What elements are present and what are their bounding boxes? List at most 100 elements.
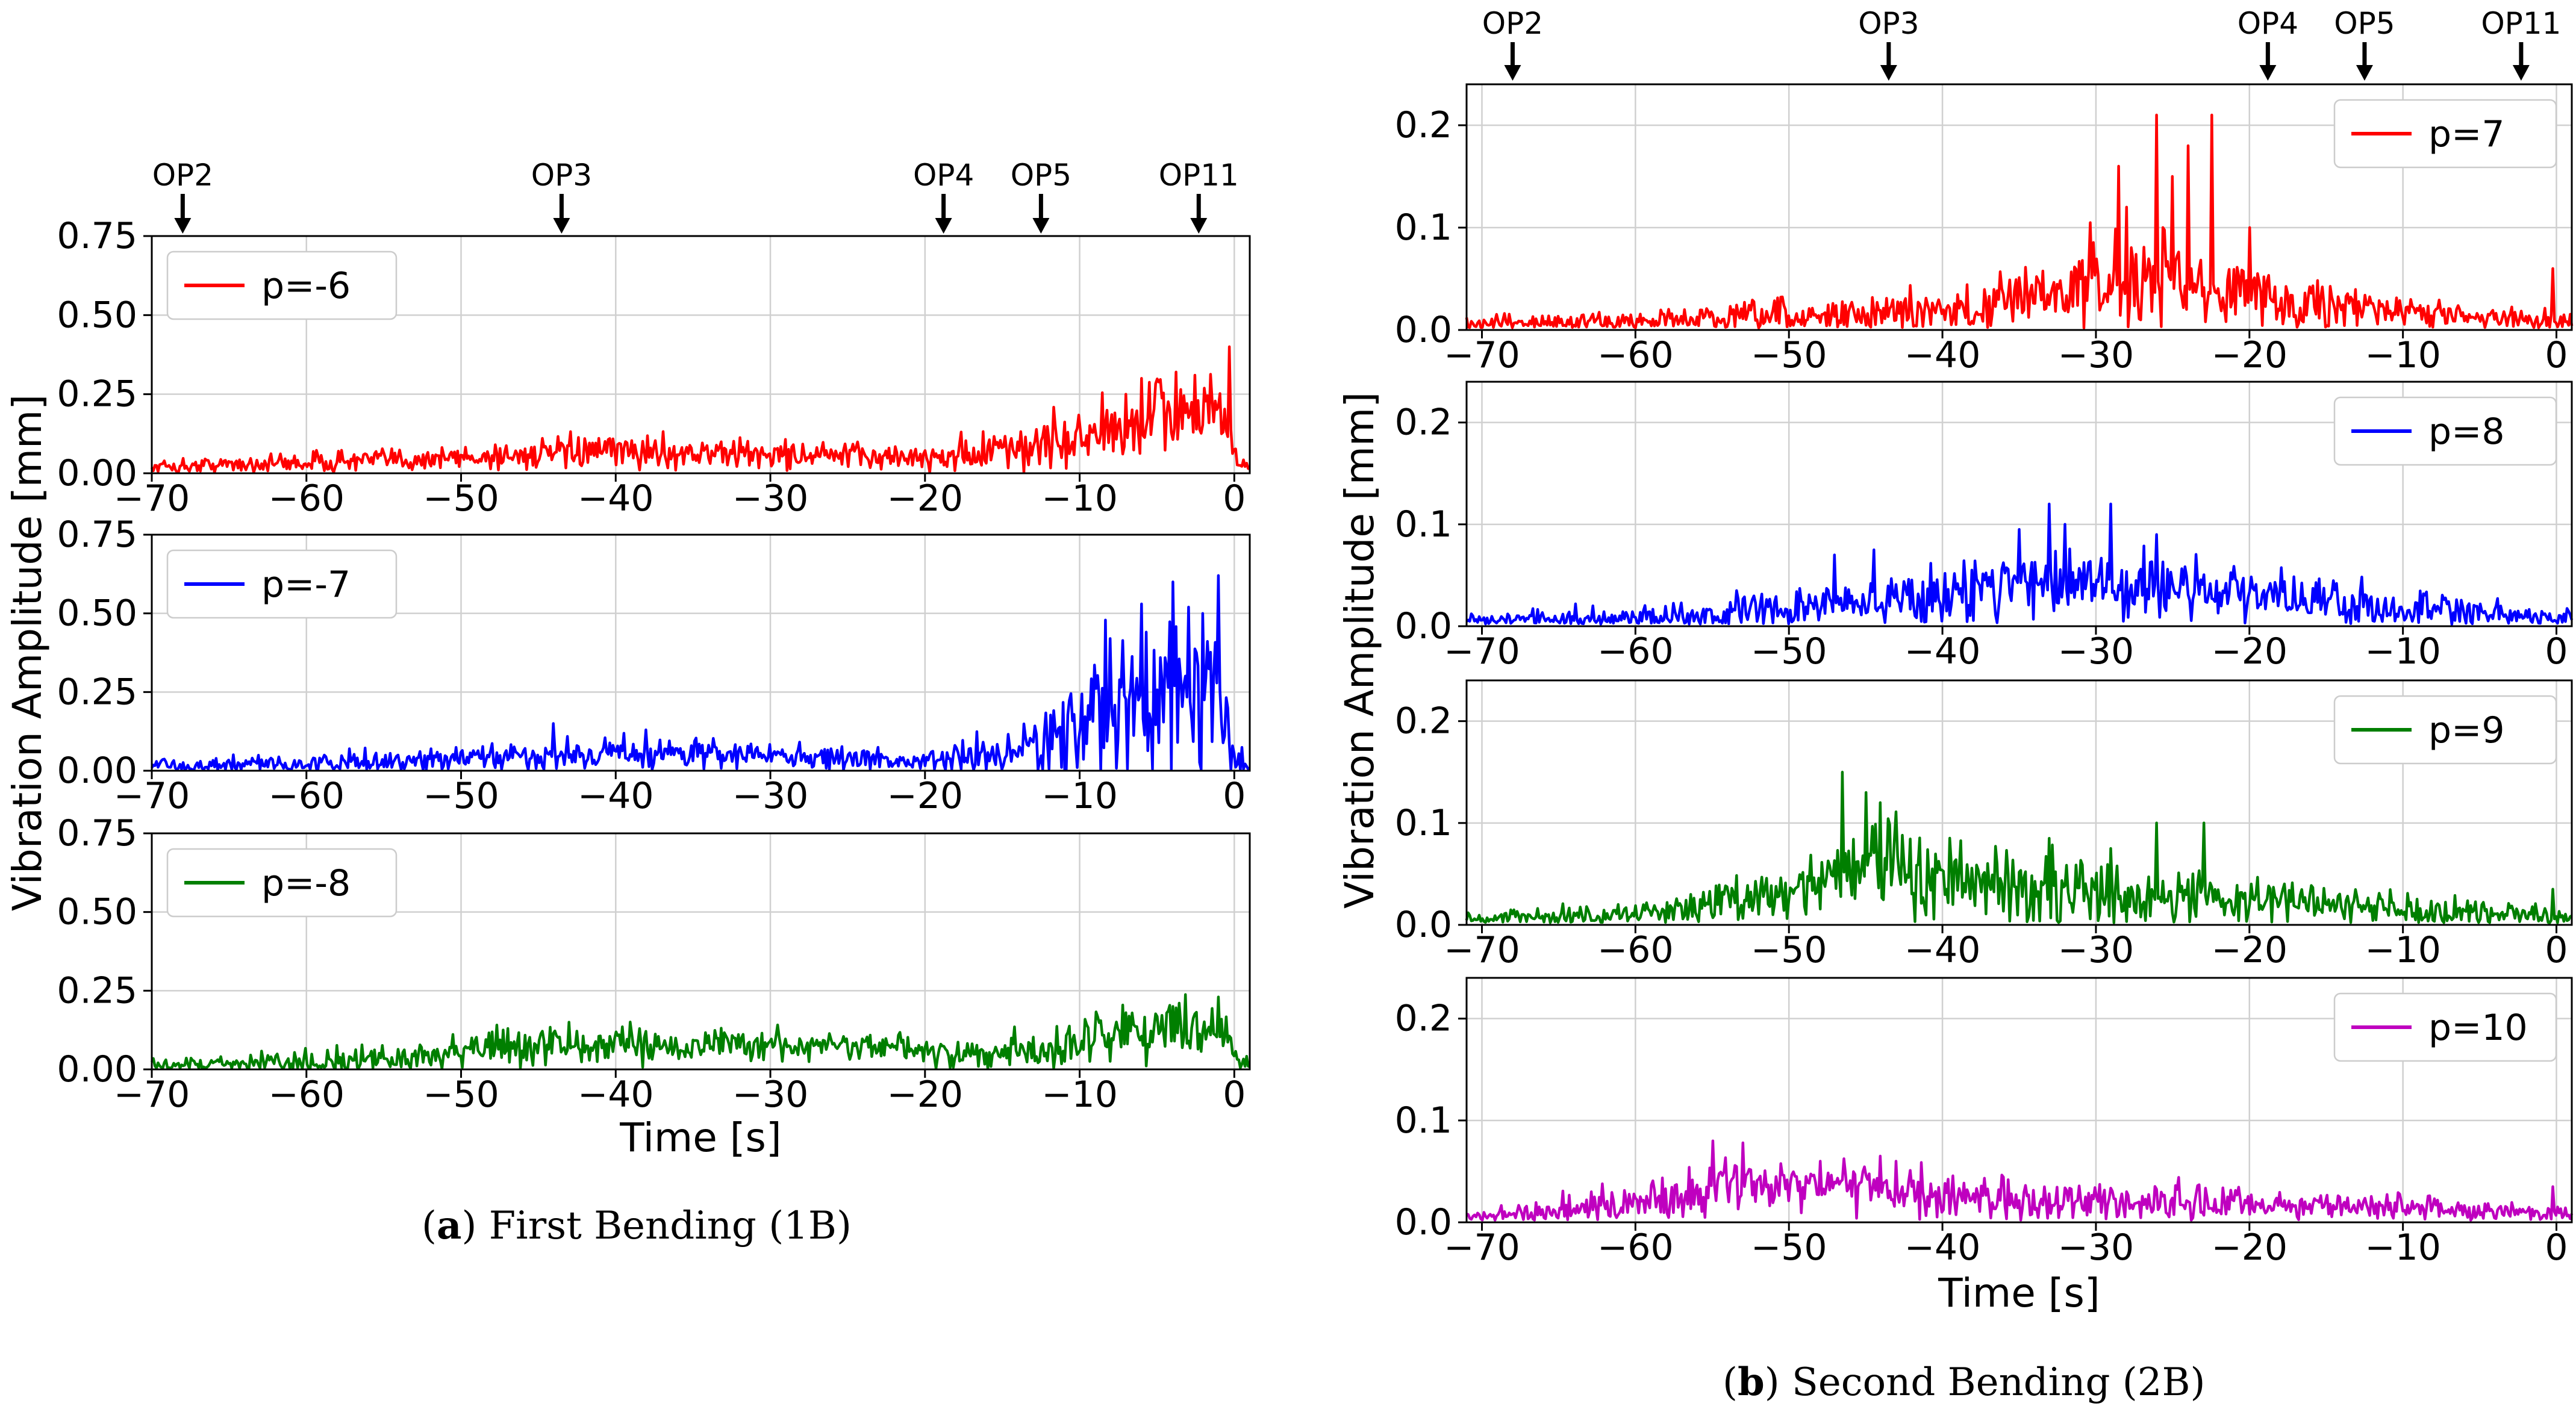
op-arrowhead-OP4 xyxy=(935,218,952,234)
legend-box xyxy=(2333,695,2557,765)
xtick-label: −50 xyxy=(1751,334,1827,376)
chart-b: OP2 OP3 OP4 OP5 OP11 0.0 0.1 0.2 −70 −60 −50 −40 −30… xyxy=(1336,6,2574,1316)
xtick-label: −60 xyxy=(268,1074,345,1116)
y-axis-label: Vibration Amplitude [mm] xyxy=(1336,392,1383,909)
xtick-label: −70 xyxy=(114,1074,190,1116)
xtick-label: −30 xyxy=(2058,929,2135,971)
xtick-label: −20 xyxy=(2211,1227,2288,1269)
ytick-label: 0.75 xyxy=(57,514,137,556)
caption-b: (b) Second Bending (2B) xyxy=(1723,1360,2206,1405)
ytick-label: 0.1 xyxy=(1395,1099,1452,1142)
legend-label: p=7 xyxy=(2428,113,2505,155)
panel-p=-8: 0.00 0.25 0.50 0.75 −70 −60 −50 −40 −30 −20 −10 0 p=… xyxy=(57,812,1251,1116)
ytick-label: 0.00 xyxy=(57,452,137,494)
legend-p=9: p=9 xyxy=(2333,695,2557,765)
op-label-OP11: OP11 xyxy=(2481,6,2561,41)
xtick-label: −20 xyxy=(887,1074,963,1116)
op-arrowhead-OP5 xyxy=(2356,65,2373,81)
op-label-OP3: OP3 xyxy=(1858,6,1919,41)
xtick-label: −30 xyxy=(2058,630,2135,673)
op-label-OP2: OP2 xyxy=(152,158,213,193)
axes-frame xyxy=(151,235,1251,474)
panel-p=-7: 0.00 0.25 0.50 0.75 −70 −60 −50 −40 −30 −20 −10 0 p=… xyxy=(57,514,1251,817)
legend-p=10: p=10 xyxy=(2333,992,2557,1062)
y-axis-label: Vibration Amplitude [mm] xyxy=(4,394,51,911)
xtick-label: −60 xyxy=(268,775,345,817)
panel-p=7: 0.0 0.1 0.2 −70 −60 −50 −40 −30 −20 −10 0 p=7 xyxy=(1395,83,2574,376)
xtick-label: −70 xyxy=(114,477,190,520)
legend-p=-8: p=-8 xyxy=(166,848,398,918)
ytick-label: 0.0 xyxy=(1395,309,1452,351)
ytick-label: 0.75 xyxy=(57,215,137,257)
panel-p=8: 0.0 0.1 0.2 −70 −60 −50 −40 −30 −20 −10 0 p=8 xyxy=(1395,381,2574,673)
x-axis-label: Time [s] xyxy=(1938,1270,2100,1316)
xtick-label: −10 xyxy=(2365,929,2441,971)
xtick-label: −60 xyxy=(1597,1227,1674,1269)
xtick-label: −40 xyxy=(578,477,654,520)
axes-frame xyxy=(1465,381,2573,627)
xtick-label: −50 xyxy=(423,775,499,817)
legend-label: p=-8 xyxy=(261,862,351,904)
ytick-label: 0.25 xyxy=(57,671,137,713)
xtick-label: −40 xyxy=(578,775,654,817)
ytick-label: 0.75 xyxy=(57,812,137,854)
legend-box xyxy=(2333,992,2557,1062)
axes-frame xyxy=(1465,977,2573,1224)
series-line-p=-8 xyxy=(150,993,1250,1071)
op-arrowhead-OP2 xyxy=(1504,65,1521,81)
xtick-label: −50 xyxy=(423,477,499,520)
xtick-label: −40 xyxy=(578,1074,654,1116)
ytick-label: 0.1 xyxy=(1395,503,1452,546)
series-line-p=-7 xyxy=(151,574,1251,772)
axes-frame xyxy=(1465,83,2573,331)
xtick-label: −70 xyxy=(1444,334,1520,376)
xtick-label: −40 xyxy=(1904,630,1981,673)
xtick-label: −50 xyxy=(423,1074,499,1116)
op-arrowhead-OP3 xyxy=(553,218,570,234)
xtick-label: −70 xyxy=(1444,929,1520,971)
xtick-label: −30 xyxy=(2058,1227,2135,1269)
xtick-label: 0 xyxy=(2545,1227,2568,1269)
xtick-label: −10 xyxy=(1041,775,1118,817)
legend-label: p=-7 xyxy=(261,564,351,606)
ytick-label: 0.00 xyxy=(57,1048,137,1090)
series-line-p=7 xyxy=(1465,113,2574,329)
legend-label: p=9 xyxy=(2428,709,2505,751)
panel-p=-6: 0.00 0.25 0.50 0.75 −70 −60 −50 −40 −30 −20 −10 0 p=… xyxy=(57,215,1251,520)
xtick-label: −30 xyxy=(2058,334,2135,376)
series-line-p=10 xyxy=(1466,1139,2574,1222)
op-arrowhead-OP3 xyxy=(1880,65,1897,81)
xtick-label: 0 xyxy=(1223,477,1246,520)
legend-p=7: p=7 xyxy=(2333,99,2557,169)
series-line-p=8 xyxy=(1465,502,2574,626)
legend-box xyxy=(166,250,398,320)
xtick-label: −20 xyxy=(2211,929,2288,971)
ytick-label: 0.50 xyxy=(57,891,137,933)
legend-p=8: p=8 xyxy=(2333,396,2557,466)
legend-label: p=10 xyxy=(2428,1007,2528,1049)
ytick-label: 0.25 xyxy=(57,373,137,415)
xtick-label: 0 xyxy=(2545,929,2568,971)
legend-box xyxy=(166,848,398,918)
op-arrowhead-OP2 xyxy=(174,218,192,234)
legend-p=-6: p=-6 xyxy=(166,250,398,320)
op-arrowhead-OP5 xyxy=(1032,218,1050,234)
ytick-label: 0.2 xyxy=(1395,700,1452,742)
xtick-label: −60 xyxy=(1597,630,1674,673)
xtick-label: −60 xyxy=(1597,929,1674,971)
xtick-label: −70 xyxy=(1444,630,1520,673)
xtick-label: −10 xyxy=(2365,630,2441,673)
xtick-label: −20 xyxy=(887,775,963,817)
axes-frame xyxy=(1465,679,2573,926)
op-label-OP11: OP11 xyxy=(1159,158,1239,193)
xtick-label: −50 xyxy=(1751,1227,1827,1269)
ytick-label: 0.25 xyxy=(57,969,137,1012)
ytick-label: 0.1 xyxy=(1395,207,1452,249)
op-label-OP5: OP5 xyxy=(2334,6,2395,41)
xtick-label: −10 xyxy=(1041,477,1118,520)
xtick-label: 0 xyxy=(1223,1074,1246,1116)
xtick-label: 0 xyxy=(1223,775,1246,817)
xtick-label: −70 xyxy=(114,775,190,817)
op-arrowhead-OP11 xyxy=(1190,218,1208,234)
